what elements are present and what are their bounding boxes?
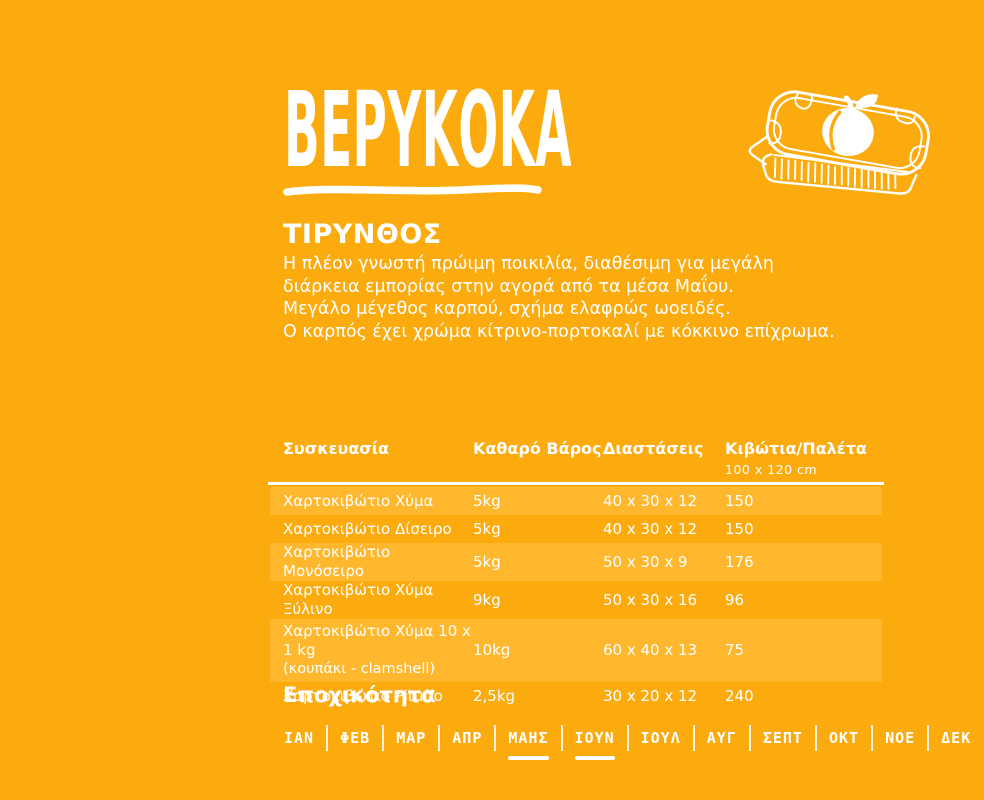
- cell-weight: 10kg: [473, 641, 511, 659]
- active-month-underline: [508, 755, 549, 760]
- column-header-dimensions: Διαστάσεις: [603, 439, 704, 458]
- table-row: Χαρτοκιβώτιο Χύμα 5kg 40 x 30 x 12 150: [270, 487, 882, 515]
- variety-description: Η πλέον γνωστή πρώιμη ποικιλία, διαθέσιμ…: [283, 253, 835, 343]
- table-row: Χαρτοκιβώτιο Μονόσειρο 5kg 50 x 30 x 9 1…: [270, 543, 882, 581]
- variety-name: ΤΙΡΥΝΘΟΣ: [283, 219, 442, 250]
- title-underline-stroke: [283, 184, 542, 196]
- month-cell-sep: ΣΕΠΤ: [748, 725, 815, 751]
- table-row: Χαρτοκιβώτιο Δίσειρο 5kg 40 x 30 x 12 15…: [270, 515, 882, 543]
- packaging-table: Συσκευασία Καθαρό Βάρος Διαστάσεις Κιβώτ…: [268, 437, 884, 710]
- cell-boxes: 150: [725, 519, 754, 538]
- description-line: διάρκεια εμπορίας στην αγορά από τα μέσα…: [283, 276, 734, 297]
- description-line: Ο καρπός έχει χρώμα κίτρινο-πορτοκαλί με…: [283, 321, 835, 342]
- month-cell-apr: ΑΠΡ: [438, 725, 494, 751]
- cell-weight: 5kg: [473, 552, 501, 571]
- month-cell-may: ΜΑΗΣ: [494, 725, 560, 760]
- table-header-row: Συσκευασία Καθαρό Βάρος Διαστάσεις Κιβώτ…: [270, 437, 882, 479]
- cell-boxes: 96: [725, 590, 745, 609]
- cell-weight: 9kg: [473, 590, 501, 609]
- cell-boxes: 176: [725, 552, 754, 571]
- description-line: Μεγάλο μέγεθος καρπού, σχήμα ελαφρώς ωοε…: [283, 299, 731, 320]
- month-strip: ΙΑΝ ΦΕΒ ΜΑΡ ΑΠΡ ΜΑΗΣ ΙΟΥΝ ΙΟΥΛ ΑΥΓ ΣΕΠΤ …: [284, 725, 983, 760]
- cell-boxes: 240: [725, 686, 754, 705]
- description-line: Η πλέον γνωστή πρώιμη ποικιλία, διαθέσιμ…: [283, 254, 774, 274]
- month-cell-jul: ΙΟΥΛ: [626, 725, 693, 751]
- cell-packaging: Χαρτοκιβώτιο Δίσειρο: [283, 519, 452, 538]
- page-title: ΒΕΡΥΚΟΚΑ: [284, 69, 572, 191]
- cell-weight: 2,5kg: [473, 686, 516, 705]
- month-cell-feb: ΦΕΒ: [326, 725, 382, 751]
- cell-packaging: Χαρτοκιβώτιο Pituffo: [283, 686, 443, 705]
- table-body: Χαρτοκιβώτιο Χύμα 5kg 40 x 30 x 12 150 Χ…: [270, 487, 882, 710]
- column-header-boxes-per-pallet: Κιβώτια/Παλέτα 100 x 120 cm: [725, 439, 882, 479]
- cell-packaging: Χαρτοκιβώτιο Χύμα Ξύλινο: [283, 581, 434, 618]
- cell-dimensions: 40 x 30 x 12: [603, 519, 698, 538]
- cell-dimensions: 50 x 30 x 9: [603, 552, 688, 571]
- table-row: Χαρτοκιβώτιο Pituffo 2,5kg 30 x 20 x 12 …: [270, 682, 882, 710]
- cell-boxes: 75: [725, 641, 745, 659]
- month-cell-dec: ΔΕΚ: [927, 725, 983, 751]
- cell-dimensions: 40 x 30 x 12: [603, 491, 698, 510]
- cell-dimensions: 50 x 30 x 16: [603, 590, 698, 609]
- column-header-net-weight: Καθαρό Βάρος: [473, 439, 602, 458]
- month-cell-mar: ΜΑΡ: [382, 725, 438, 751]
- pallet-size-note: 100 x 120 cm: [725, 462, 818, 477]
- month-cell-jun: ΙΟΥΝ: [560, 725, 627, 760]
- apricot-punnet-icon: [748, 90, 930, 195]
- cell-dimensions: 60 x 40 x 13: [603, 641, 698, 659]
- cell-boxes: 150: [725, 491, 754, 510]
- cell-packaging: Χαρτοκιβώτιο Χύμα 10 x 1 kg (κουπάκι - cl…: [283, 622, 471, 677]
- month-cell-oct: ΟΚΤ: [814, 725, 871, 751]
- column-header-boxes-label: Κιβώτια/Παλέτα: [725, 439, 867, 458]
- month-cell-jan: ΙΑΝ: [284, 729, 315, 747]
- seasonality-title: Εποχικότητα: [283, 683, 436, 707]
- header-separator-line: [268, 482, 884, 485]
- cell-dimensions: 30 x 20 x 12: [603, 686, 698, 705]
- cell-weight: 5kg: [473, 491, 501, 510]
- active-month-underline: [574, 755, 615, 760]
- cell-packaging: Χαρτοκιβώτιο Χύμα: [283, 491, 434, 510]
- month-cell-aug: ΑΥΓ: [692, 725, 749, 751]
- table-row: Χαρτοκιβώτιο Χύμα 10 x 1 kg (κουπάκι - cl…: [270, 619, 882, 682]
- table-row: Χαρτοκιβώτιο Χύμα Ξύλινο 9kg 50 x 30 x 1…: [270, 581, 882, 619]
- cell-packaging: Χαρτοκιβώτιο Μονόσειρο: [283, 543, 391, 580]
- month-cell-nov: ΝΟΕ: [871, 725, 927, 751]
- cell-weight: 5kg: [473, 519, 501, 538]
- column-header-packaging: Συσκευασία: [283, 439, 389, 458]
